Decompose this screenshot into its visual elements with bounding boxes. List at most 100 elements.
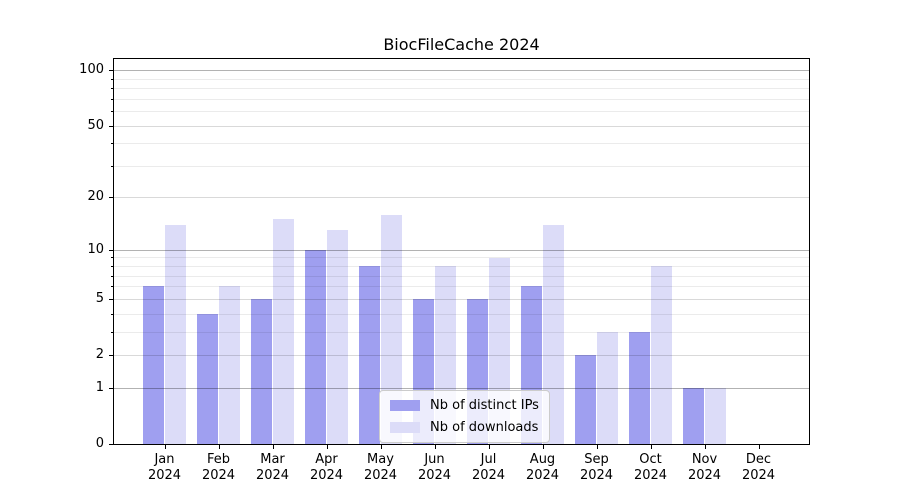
y-minor-tick-4 <box>111 313 113 315</box>
x-tick-year-dec: 2024 <box>741 468 776 483</box>
y-minor-tick-3 <box>111 331 113 333</box>
bar-downloads-oct <box>650 266 673 444</box>
x-tick-year-mar: 2024 <box>255 468 290 483</box>
legend-item-downloads: Nb of downloads <box>390 420 539 435</box>
y-tick-5 <box>109 298 113 300</box>
x-tick-year-jan: 2024 <box>147 468 182 483</box>
bar-downloads-jan <box>164 224 187 444</box>
y-minor-tick-8 <box>111 266 113 268</box>
y-tick-label-10: 10 <box>87 241 104 257</box>
x-tick-month-may: May <box>367 452 394 467</box>
x-tick-jan <box>164 445 166 449</box>
bar-distinct-ips-oct <box>628 331 651 444</box>
gridline-6 <box>114 286 809 288</box>
x-tick-dec <box>758 445 760 449</box>
x-tick-nov <box>704 445 706 449</box>
x-tick-label-aug: Aug 2024 <box>513 452 573 484</box>
x-tick-sep <box>596 445 598 449</box>
plot-area: Nb of distinct IPs Nb of downloads <box>113 58 810 445</box>
gridline-10 <box>114 249 809 251</box>
x-tick-mar <box>272 445 274 449</box>
bar-distinct-ips-mar <box>250 298 273 444</box>
bar-downloads-sep <box>596 331 619 444</box>
y-tick-2 <box>109 355 113 356</box>
bar-downloads-may <box>380 214 403 444</box>
x-tick-label-mar: Mar 2024 <box>243 452 303 484</box>
bar-distinct-ips-jan <box>142 286 165 444</box>
y-tick-20 <box>109 197 113 199</box>
bar-distinct-ips-nov <box>682 387 705 444</box>
y-minor-tick-80 <box>111 88 113 90</box>
x-tick-month-aug: Aug <box>529 452 556 467</box>
x-tick-month-oct: Oct <box>639 452 662 467</box>
chart-title: BiocFileCache 2024 <box>383 35 540 54</box>
x-tick-label-jan: Jan 2024 <box>135 452 195 484</box>
y-minor-tick-30 <box>111 165 113 167</box>
bar-distinct-ips-may <box>358 266 381 444</box>
bar-downloads-nov <box>704 387 727 444</box>
y-minor-tick-60 <box>111 111 113 113</box>
x-tick-may <box>380 445 382 449</box>
bar-distinct-ips-apr <box>304 249 327 444</box>
x-tick-label-oct: Oct 2024 <box>621 452 681 484</box>
x-tick-month-jul: Jul <box>480 452 497 467</box>
x-tick-apr <box>326 445 328 449</box>
x-tick-jun <box>434 445 436 449</box>
y-tick-label-50: 50 <box>87 117 104 133</box>
y-minor-tick-7 <box>111 275 113 277</box>
gridline-20 <box>114 197 809 199</box>
x-tick-jul <box>488 445 490 449</box>
x-tick-label-sep: Sep 2024 <box>567 452 627 484</box>
bar-downloads-aug <box>542 224 565 444</box>
x-tick-month-apr: Apr <box>315 452 338 467</box>
x-tick-label-jun: Jun 2024 <box>405 452 465 484</box>
x-tick-year-sep: 2024 <box>579 468 614 483</box>
gridline-5 <box>114 298 809 300</box>
x-tick-feb <box>218 445 220 449</box>
gridline-9 <box>114 257 809 259</box>
gridline-100 <box>114 70 809 72</box>
x-tick-oct <box>650 445 652 449</box>
y-tick-100 <box>109 70 113 72</box>
gridline-50 <box>114 125 809 127</box>
x-tick-label-nov: Nov 2024 <box>675 452 735 484</box>
y-tick-label-20: 20 <box>87 189 104 205</box>
y-minor-tick-40 <box>111 143 113 145</box>
x-tick-aug <box>542 445 544 449</box>
x-tick-year-jun: 2024 <box>417 468 452 483</box>
x-tick-month-feb: Feb <box>206 452 231 467</box>
x-tick-year-jul: 2024 <box>471 468 506 483</box>
x-tick-month-jan: Jan <box>154 452 175 467</box>
gridline-70 <box>114 98 809 100</box>
x-tick-year-feb: 2024 <box>201 468 236 483</box>
gridline-8 <box>114 266 809 268</box>
x-tick-month-sep: Sep <box>584 452 609 467</box>
x-tick-month-dec: Dec <box>745 452 772 467</box>
y-tick-label-2: 2 <box>95 347 104 362</box>
y-tick-label-100: 100 <box>79 62 104 78</box>
x-tick-label-feb: Feb 2024 <box>189 452 249 484</box>
x-tick-month-mar: Mar <box>260 452 285 467</box>
gridline-4 <box>114 313 809 315</box>
x-tick-year-nov: 2024 <box>687 468 722 483</box>
y-tick-label-1: 1 <box>95 379 104 395</box>
bar-downloads-feb <box>218 286 241 444</box>
x-tick-year-aug: 2024 <box>525 468 560 483</box>
y-tick-1 <box>109 387 113 389</box>
bar-downloads-apr <box>326 230 349 444</box>
gridline-60 <box>114 111 809 113</box>
x-tick-label-may: May 2024 <box>351 452 411 484</box>
gridline-90 <box>114 78 809 80</box>
y-tick-10 <box>109 249 113 251</box>
y-minor-tick-70 <box>111 98 113 100</box>
bar-distinct-ips-feb <box>196 313 219 444</box>
legend-item-distinct-ips: Nb of distinct IPs <box>390 398 539 413</box>
y-minor-tick-90 <box>111 78 113 80</box>
gridline-7 <box>114 275 809 277</box>
gridline-2 <box>114 355 809 356</box>
x-tick-month-jun: Jun <box>424 452 445 467</box>
y-minor-tick-6 <box>111 286 113 288</box>
x-tick-year-may: 2024 <box>363 468 398 483</box>
y-minor-tick-9 <box>111 257 113 259</box>
